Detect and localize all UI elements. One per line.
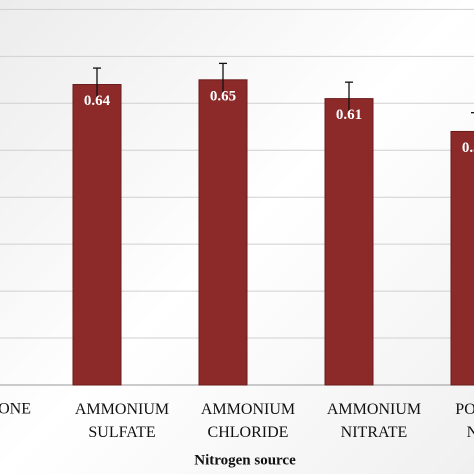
value-label: 0.61 [336,107,362,123]
bar [72,84,122,386]
x-axis-title: Nitrogen source [194,452,296,468]
x-tick-label: POTASSIUMNITRATE [455,401,474,441]
error-bar [93,67,101,101]
x-tick-label: PEPTONE [0,401,31,418]
value-label: 0.54 [462,140,474,156]
value-label: 0.65 [210,88,236,104]
x-tick-label: AMMONIUM NITRATE [327,401,421,441]
error-bar [345,81,353,116]
x-tick-label: AMMONIUM SULFATE [75,401,169,441]
bar [450,130,474,386]
bar [198,79,248,386]
x-tick-label: AMMONIUM CHLORIDE [201,401,295,441]
value-label: 0.64 [84,93,111,109]
error-bar [471,112,474,114]
bar [324,98,374,386]
error-bar [219,62,227,97]
